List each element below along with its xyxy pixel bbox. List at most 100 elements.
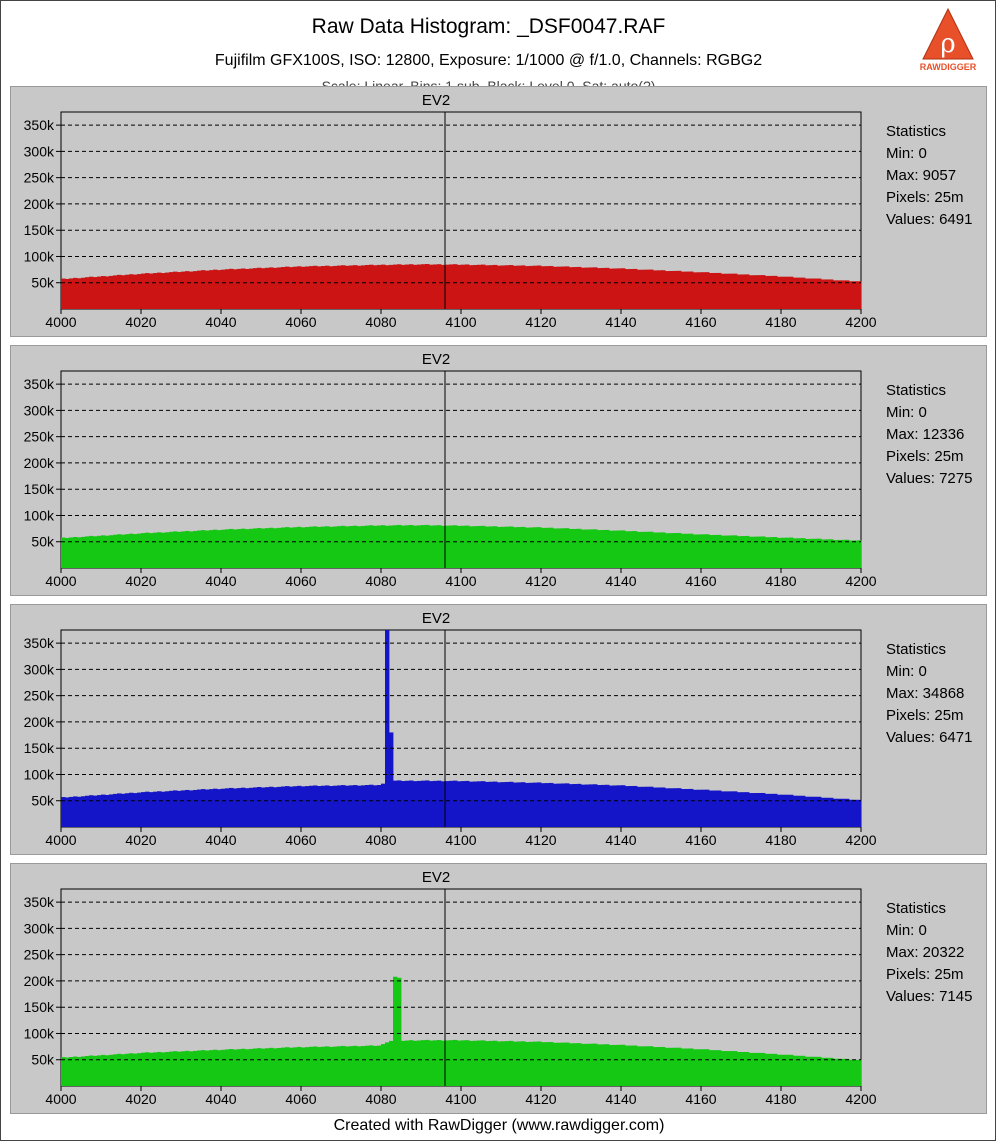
histogram-bar [329,1046,334,1086]
stats-min: Min: 0 [886,663,927,680]
histogram-bar [721,791,726,827]
histogram-bar [713,790,718,827]
histogram-bar [757,792,762,827]
histogram-bar [345,1046,350,1086]
histogram-bar [397,977,402,1086]
x-tick-label: 4160 [685,832,716,848]
histogram-bar [689,271,694,309]
histogram-bar [817,796,822,827]
statistics-box: Statistics Min: 0 Max: 9057 Pixels: 25m … [886,121,972,231]
histogram-bar [357,526,362,568]
histogram-bar [729,273,734,309]
histogram-bar [569,784,574,827]
histogram-bar [557,783,562,827]
histogram-bar [461,1040,466,1086]
histogram-bar [853,799,858,827]
histogram-bars [61,263,862,309]
histogram-bar [521,526,526,568]
histogram-bar [681,789,686,827]
histogram-bar [649,1046,654,1086]
histogram-bar [61,797,66,827]
histogram-bar [849,799,854,827]
histogram-bar [689,788,694,827]
histogram-bar [601,267,606,309]
histogram-bar [325,785,330,827]
histogram-bar [589,529,594,568]
histogram-bar [357,265,362,309]
histogram-bar [649,269,654,309]
stats-header: Statistics [886,123,947,140]
histogram-bar [405,525,410,568]
histogram-bar [125,1053,130,1086]
histogram-bar [193,789,198,827]
histogram-bar [105,794,110,827]
histogram-bar [497,526,502,568]
histogram-bar [361,265,366,309]
histogram-bar [121,793,126,827]
histogram-bar [437,264,442,309]
histogram-bar [177,272,182,309]
histogram-bar [373,525,378,568]
x-tick-label: 4000 [45,1091,76,1107]
histogram-bar [777,1054,782,1086]
histogram-bar [745,1051,750,1086]
histogram-bar [65,537,70,568]
histogram-bar [297,1046,302,1086]
histogram-bar [765,537,770,568]
histogram-bar [601,529,606,568]
histogram-bar [721,535,726,568]
histogram-bar [489,1040,494,1086]
histogram-panel-4: EV2 50k 100k 150k 200k 250k 300k 350k 4000 4020 40… [10,863,987,1114]
histogram-bar [581,784,586,827]
x-tick-label: 4000 [45,573,76,589]
histogram-bar [693,272,698,309]
histogram-bar [785,537,790,568]
stats-header: Statistics [886,382,947,399]
histogram-bar [289,267,294,309]
histogram-bar [513,1041,518,1086]
histogram-bar [597,785,602,827]
histogram-bar [633,531,638,568]
histogram-bar [761,792,766,827]
histogram-bar [329,526,334,568]
histogram-bar [381,1044,386,1086]
histogram-bar [629,269,634,309]
histogram-bar [565,266,570,309]
histogram-bar [233,529,238,568]
x-tick-label: 4200 [845,314,876,330]
histogram-bar [609,1045,614,1086]
histogram-bar [177,1051,182,1086]
histogram-bar [109,1054,114,1086]
histogram-bar [437,780,442,827]
histogram-bar [489,526,494,568]
histogram-bar [297,785,302,827]
histogram-bar [205,270,210,309]
histogram-bar [785,1054,790,1086]
stats-min: Min: 0 [886,404,927,421]
histogram-bar [461,525,466,568]
histogram-bar [569,267,574,309]
histogram-bar [737,1051,742,1086]
histogram-bar [205,530,210,568]
histogram-bar [225,529,230,568]
histogram-bar [457,525,462,568]
chart-title: EV2 [422,610,450,627]
histogram-bar [781,276,786,309]
histogram-bar [245,1049,250,1086]
histogram-bar [701,1049,706,1086]
stats-pixels: Pixels: 25m [886,707,964,724]
histogram-bar [657,270,662,309]
histogram-bar [825,539,830,568]
histogram-bar [141,273,146,309]
histogram-bar [517,265,522,309]
histogram-bar [69,537,74,568]
histogram-bar [213,529,218,568]
histogram-bar [577,1043,582,1086]
histogram-bar [269,527,274,568]
histogram-bar [769,1053,774,1086]
histogram-bar [745,535,750,568]
histogram-bar [725,273,730,309]
histogram-bar [89,276,94,309]
histogram-bar [481,781,486,827]
histogram-bar [837,1058,842,1086]
